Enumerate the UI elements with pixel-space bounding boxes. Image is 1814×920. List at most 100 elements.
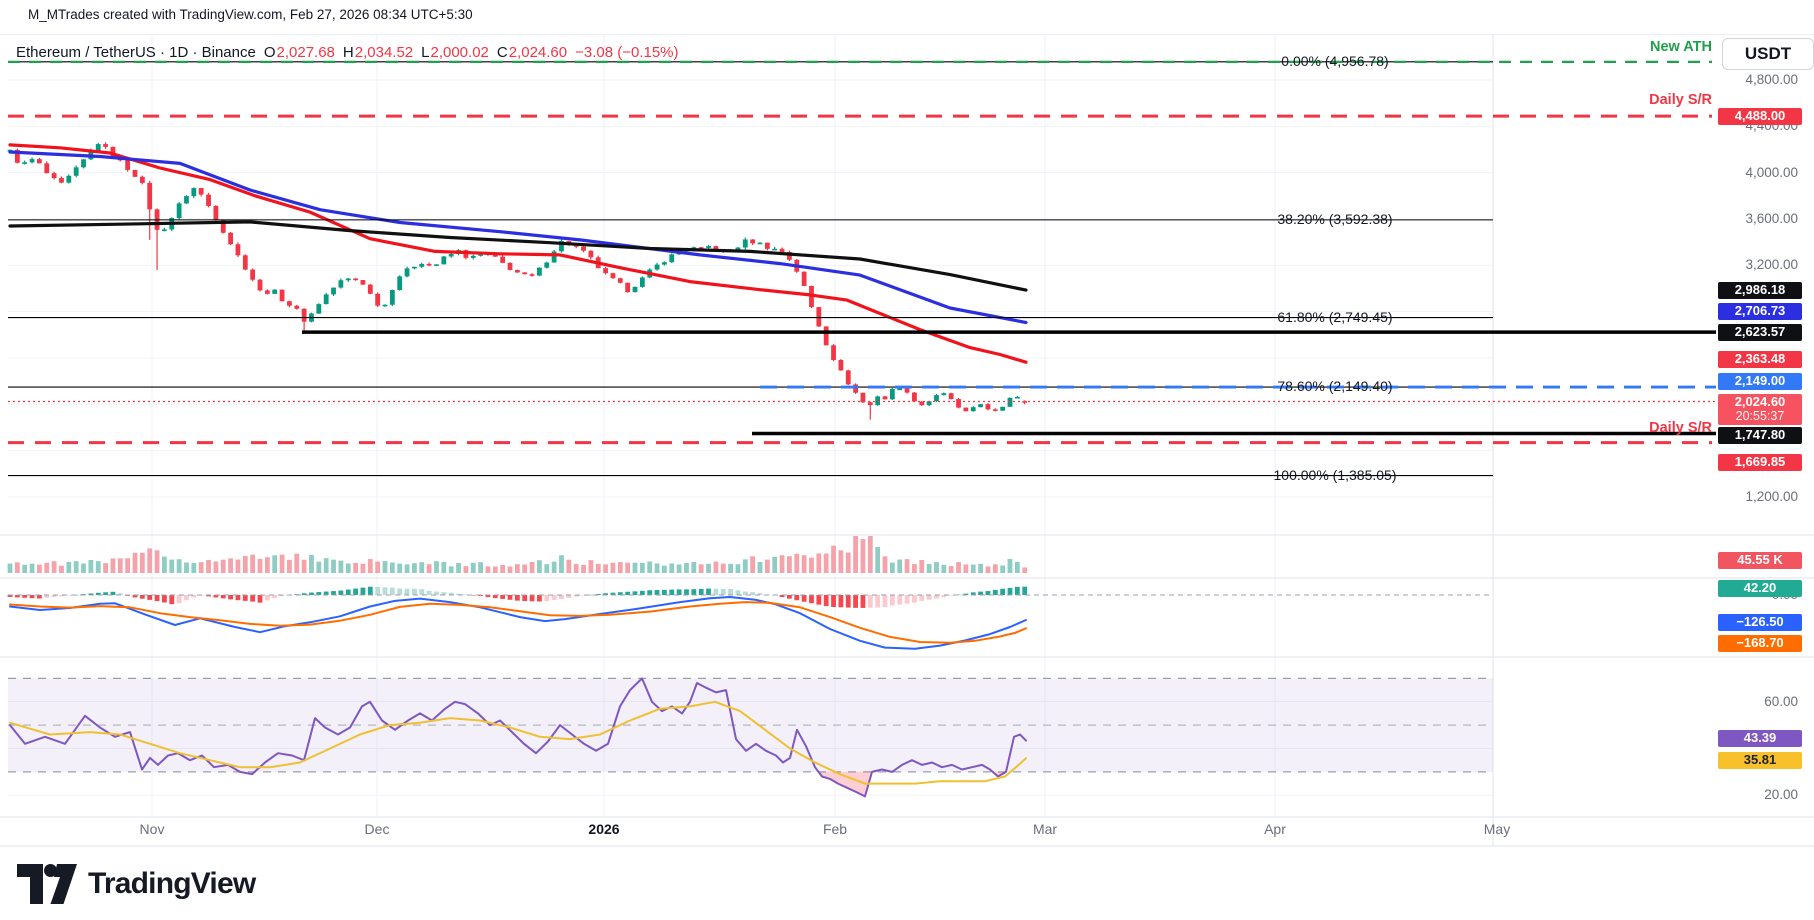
- candle-body: [412, 266, 417, 269]
- symbol-legend[interactable]: Ethereum / TetherUS · 1D · Binance O 2,02…: [16, 44, 679, 61]
- candle-body: [213, 205, 219, 221]
- candle-body: [301, 308, 307, 322]
- candle-body: [250, 269, 256, 280]
- candle-body: [801, 271, 807, 286]
- macd-histogram-bar: [838, 595, 844, 608]
- macd-histogram-bar: [573, 595, 579, 597]
- volume-bar: [926, 564, 932, 573]
- candle-body: [66, 175, 72, 183]
- volume-bar: [963, 564, 969, 573]
- macd-histogram-bar: [904, 595, 910, 604]
- macd-histogram-bar: [272, 595, 278, 599]
- macd-histogram-bar: [7, 595, 13, 597]
- volume-bar: [941, 564, 947, 573]
- volume-bar: [875, 547, 881, 573]
- fib-level-label: 38.20% (3,592.38): [1277, 210, 1393, 227]
- macd-histogram-bar: [22, 595, 28, 598]
- macd-line: [9, 596, 1027, 650]
- time-axis-label[interactable]: Mar: [1032, 821, 1058, 837]
- candle-body: [735, 247, 741, 250]
- tradingview-footer[interactable]: TradingView: [16, 862, 256, 906]
- time-axis-label[interactable]: Feb: [822, 821, 848, 837]
- macd-histogram-bar: [588, 594, 594, 596]
- volume-bar: [882, 556, 888, 573]
- candle-body: [184, 196, 189, 204]
- candle-body: [639, 277, 645, 287]
- volume-bar: [22, 564, 28, 573]
- candle-body: [823, 326, 829, 346]
- macd-histogram-bar: [735, 590, 741, 595]
- price-axis-label[interactable]: 1,200.00: [1745, 489, 1798, 504]
- price-badge: 1,669.85: [1718, 453, 1802, 471]
- candle-body: [220, 220, 226, 233]
- candle-body: [867, 402, 873, 406]
- candle-body: [713, 246, 719, 250]
- candle-body: [272, 289, 278, 294]
- volume-bar: [1014, 561, 1020, 573]
- candle-body: [581, 246, 586, 251]
- price-axis-label[interactable]: 4,800.00: [1745, 72, 1798, 87]
- volume-bar: [235, 559, 241, 573]
- ma-slow-black: [8, 220, 1028, 292]
- volume-bar: [764, 559, 770, 573]
- legend-close: C 2,024.60: [496, 44, 568, 61]
- candle-body: [860, 392, 866, 403]
- macd-histogram-bar: [639, 590, 645, 595]
- macd-histogram-bar: [742, 591, 748, 595]
- candle-body: [610, 273, 616, 279]
- price-axis-label[interactable]: 20.00: [1764, 787, 1798, 802]
- candle-body: [44, 163, 50, 174]
- macd-histogram-bar: [250, 595, 256, 602]
- time-axis-label[interactable]: Apr: [1264, 821, 1286, 837]
- macd-histogram-bar: [228, 595, 233, 600]
- ma-mid-blue: [8, 150, 1028, 325]
- volume-bar: [14, 562, 20, 573]
- time-axis-label[interactable]: Nov: [139, 821, 165, 837]
- volume-bar: [647, 561, 653, 573]
- volume-bar: [353, 563, 358, 573]
- price-badge: 2,986.18: [1718, 281, 1802, 299]
- candle-body: [838, 359, 844, 371]
- time-axis-label[interactable]: 2026: [588, 821, 620, 837]
- price-axis-label[interactable]: 60.00: [1764, 694, 1798, 709]
- time-axis-label[interactable]: Dec: [364, 821, 390, 837]
- candle-body: [934, 395, 939, 402]
- volume-bar: [801, 555, 807, 573]
- macd-histogram-bar: [963, 593, 969, 595]
- candle-body: [559, 241, 564, 252]
- volume-bar: [301, 559, 307, 573]
- macd-histogram-bar: [1022, 586, 1028, 595]
- volume-bar: [257, 558, 263, 573]
- volume-bar: [448, 566, 454, 573]
- volume-bar: [500, 565, 506, 573]
- macd-histogram-bar: [845, 595, 851, 608]
- currency-toggle-button[interactable]: USDT: [1722, 38, 1814, 70]
- volume-bar: [889, 562, 895, 573]
- candle-body: [382, 304, 388, 307]
- candle-body: [323, 294, 329, 305]
- macd-histogram-bar: [73, 594, 79, 596]
- candle-body: [537, 267, 542, 276]
- volume-bar: [404, 564, 410, 573]
- macd-histogram-bar: [595, 594, 601, 595]
- volume-bar: [698, 564, 704, 573]
- volume-bar: [110, 558, 116, 573]
- ma-fast-red: [8, 143, 1028, 364]
- volume-bar: [904, 559, 910, 573]
- price-axis-label[interactable]: 4,000.00: [1745, 165, 1798, 180]
- price-axis-label[interactable]: 3,200.00: [1745, 257, 1798, 272]
- time-axis-label[interactable]: May: [1483, 821, 1511, 837]
- macd-histogram-bar: [397, 588, 403, 595]
- volume-bar: [117, 558, 123, 573]
- candle-body: [573, 245, 579, 247]
- candle-body: [603, 268, 608, 274]
- volume-bar: [662, 565, 667, 573]
- symbol-title: Ethereum / TetherUS · 1D · Binance: [16, 44, 256, 61]
- macd-histogram-bar: [382, 587, 388, 595]
- price-badge: 4,488.00: [1718, 107, 1802, 125]
- volume-bar: [772, 556, 778, 573]
- candle-body: [1000, 406, 1006, 411]
- macd-histogram-bar: [912, 595, 917, 603]
- price-axis-label[interactable]: 3,600.00: [1745, 211, 1798, 226]
